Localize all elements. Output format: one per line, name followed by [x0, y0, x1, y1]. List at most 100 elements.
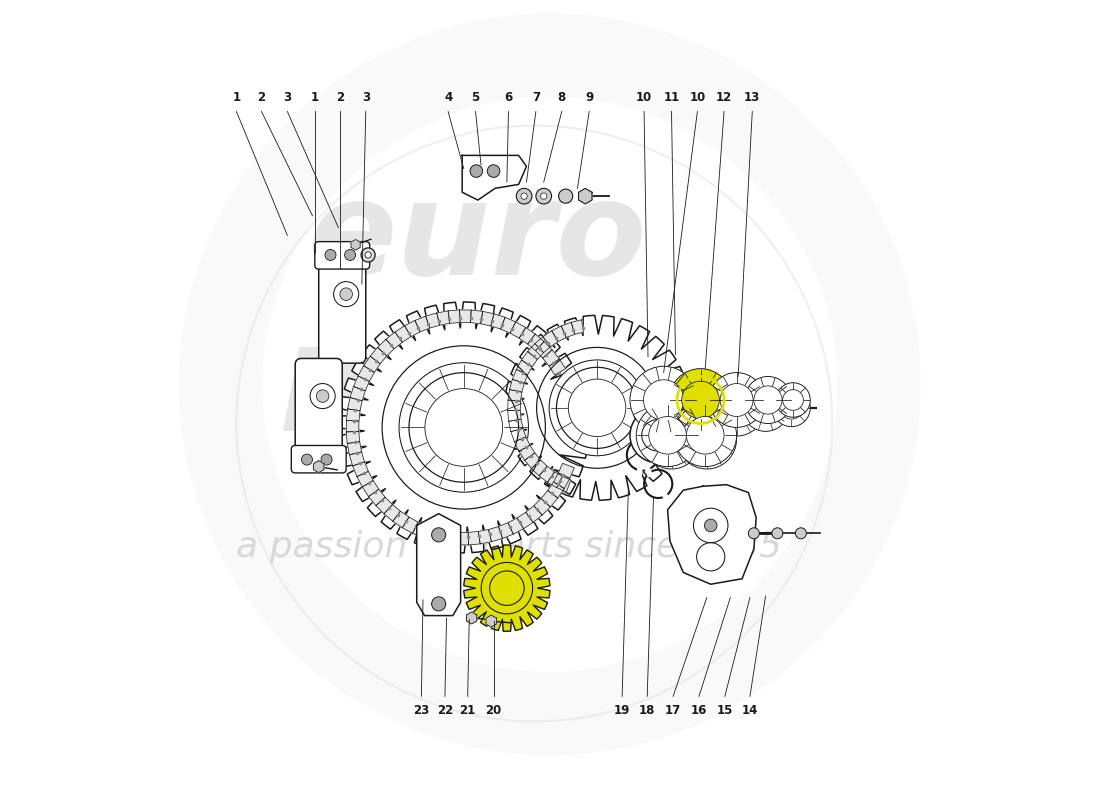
Polygon shape	[513, 370, 528, 383]
Polygon shape	[415, 316, 430, 332]
Circle shape	[425, 389, 503, 466]
Text: 20: 20	[485, 704, 502, 717]
Polygon shape	[376, 498, 393, 514]
Circle shape	[742, 384, 789, 431]
Circle shape	[636, 404, 698, 466]
Circle shape	[324, 250, 336, 261]
Circle shape	[745, 377, 792, 423]
Polygon shape	[508, 400, 520, 410]
Polygon shape	[446, 531, 458, 545]
Polygon shape	[559, 463, 574, 478]
Text: 3: 3	[284, 90, 292, 104]
Polygon shape	[500, 318, 516, 333]
Polygon shape	[384, 505, 400, 522]
Text: 14: 14	[741, 704, 758, 717]
Polygon shape	[469, 531, 480, 545]
Circle shape	[516, 188, 532, 204]
Text: 22: 22	[437, 704, 453, 717]
Circle shape	[641, 410, 702, 469]
Circle shape	[557, 367, 638, 448]
Polygon shape	[535, 337, 550, 353]
Circle shape	[783, 390, 803, 410]
FancyBboxPatch shape	[292, 446, 346, 473]
Polygon shape	[508, 410, 521, 422]
Polygon shape	[539, 466, 554, 482]
Polygon shape	[350, 386, 365, 401]
Text: 21: 21	[460, 704, 476, 717]
Circle shape	[676, 410, 737, 469]
Text: 15: 15	[716, 704, 733, 717]
Polygon shape	[462, 155, 527, 200]
Circle shape	[317, 390, 329, 402]
Polygon shape	[481, 311, 494, 326]
Circle shape	[470, 165, 483, 178]
Circle shape	[365, 252, 371, 258]
Text: 10: 10	[636, 90, 652, 104]
Circle shape	[748, 528, 759, 538]
Circle shape	[399, 362, 528, 492]
Polygon shape	[542, 350, 559, 366]
Circle shape	[649, 417, 686, 454]
Polygon shape	[346, 420, 359, 432]
Circle shape	[521, 193, 527, 199]
Polygon shape	[488, 526, 503, 542]
Text: 13: 13	[744, 90, 760, 104]
Circle shape	[493, 574, 521, 602]
Circle shape	[772, 389, 811, 426]
Polygon shape	[346, 431, 360, 443]
Polygon shape	[403, 517, 418, 534]
Polygon shape	[478, 530, 492, 544]
Text: 11: 11	[663, 90, 680, 104]
Polygon shape	[508, 518, 524, 534]
Circle shape	[409, 373, 518, 482]
Text: 8: 8	[558, 90, 565, 104]
Circle shape	[431, 528, 446, 542]
Circle shape	[682, 381, 719, 419]
Text: 16: 16	[691, 704, 707, 717]
Text: 9: 9	[585, 90, 593, 104]
Polygon shape	[510, 322, 526, 338]
Circle shape	[772, 528, 783, 538]
Polygon shape	[417, 514, 461, 616]
Polygon shape	[362, 481, 378, 497]
Polygon shape	[543, 330, 558, 346]
Circle shape	[754, 386, 782, 414]
Polygon shape	[516, 360, 532, 375]
Polygon shape	[405, 321, 420, 337]
Polygon shape	[364, 356, 381, 372]
Text: parts: parts	[284, 324, 612, 431]
Polygon shape	[464, 545, 550, 631]
Polygon shape	[434, 529, 448, 544]
Circle shape	[776, 382, 811, 418]
Polygon shape	[350, 452, 364, 466]
Polygon shape	[346, 409, 360, 421]
Circle shape	[683, 390, 719, 426]
Polygon shape	[528, 344, 543, 359]
Circle shape	[704, 519, 717, 532]
Polygon shape	[548, 482, 564, 498]
Circle shape	[674, 404, 737, 466]
Text: 2: 2	[336, 90, 344, 104]
Polygon shape	[571, 320, 584, 334]
Polygon shape	[519, 445, 535, 460]
Polygon shape	[393, 511, 409, 528]
Text: 12: 12	[716, 90, 733, 104]
Polygon shape	[412, 522, 428, 538]
FancyBboxPatch shape	[315, 242, 370, 269]
Polygon shape	[531, 460, 547, 476]
Polygon shape	[351, 239, 360, 250]
Circle shape	[669, 369, 732, 431]
Circle shape	[751, 394, 780, 422]
Text: 1: 1	[232, 90, 241, 104]
Circle shape	[634, 375, 698, 441]
Polygon shape	[359, 366, 374, 382]
Text: 19: 19	[614, 704, 630, 717]
Polygon shape	[353, 376, 370, 391]
Polygon shape	[548, 472, 562, 488]
Circle shape	[644, 380, 684, 420]
Polygon shape	[314, 461, 323, 473]
Circle shape	[344, 250, 355, 261]
Circle shape	[301, 454, 312, 465]
Polygon shape	[536, 342, 552, 358]
Polygon shape	[498, 522, 514, 538]
